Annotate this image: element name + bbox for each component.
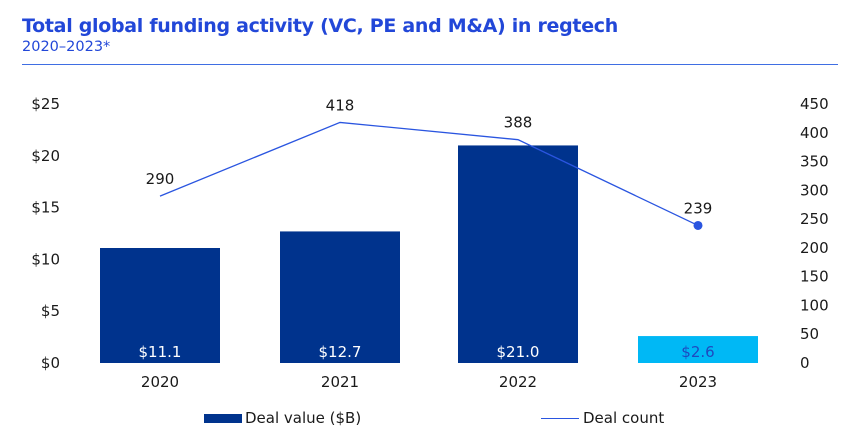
deal-count-label: 239 [684, 199, 713, 217]
bar-2022 [458, 145, 578, 363]
deal-count-line [159, 121, 699, 227]
title-divider [22, 64, 838, 65]
right-tick-label: 150 [800, 268, 829, 286]
bar-value-label: $11.1 [139, 343, 182, 361]
x-tick-label: 2021 [321, 373, 359, 391]
x-tick-label: 2023 [679, 373, 717, 391]
bar-series: $11.1 $12.7 $21.0 $2.6 [100, 145, 758, 363]
bar-value-label: $21.0 [497, 343, 540, 361]
deal-count-label: 418 [326, 96, 355, 114]
legend-label-deal-count: Deal count [583, 409, 665, 427]
chart-title: Total global funding activity (VC, PE an… [22, 15, 618, 37]
x-tick-label: 2020 [141, 373, 179, 391]
bar-value-label: $2.6 [681, 343, 714, 361]
deal-count-label: 290 [146, 170, 175, 188]
right-tick-label: 200 [800, 239, 829, 257]
x-tick-label: 2022 [499, 373, 537, 391]
bar-2020 [100, 248, 220, 363]
line-series: 290 418 388 239 [146, 96, 713, 230]
left-axis: $0 $5 $10 $15 $20 $25 [31, 95, 60, 372]
left-tick-label: $10 [31, 250, 60, 268]
bar-2021 [280, 231, 400, 363]
deal-count-end-marker [693, 220, 703, 230]
left-tick-label: $15 [31, 199, 60, 217]
right-tick-label: 300 [800, 181, 829, 199]
right-tick-label: 350 [800, 153, 829, 171]
legend-item-deal-count: Deal count [541, 409, 664, 427]
legend-swatch-bar [204, 413, 242, 423]
left-tick-label: $5 [41, 302, 60, 320]
left-tick-label: $20 [31, 147, 60, 165]
right-tick-label: 0 [800, 354, 810, 372]
bar-value-label: $12.7 [319, 343, 362, 361]
legend-item-deal-value: Deal value ($B) [204, 409, 361, 427]
left-tick-label: $0 [41, 354, 60, 372]
bar-2023 [638, 336, 758, 363]
right-tick-label: 450 [800, 95, 829, 113]
left-tick-label: $25 [31, 95, 60, 113]
right-tick-label: 100 [800, 296, 829, 314]
right-tick-label: 250 [800, 210, 829, 228]
deal-count-label: 388 [504, 114, 533, 132]
right-tick-label: 50 [800, 325, 819, 343]
chart-subtitle: 2020–2023* [22, 39, 111, 55]
legend-swatch-line [541, 417, 579, 419]
right-axis: 0 50 100 150 200 250 300 350 400 450 [800, 95, 829, 372]
legend-label-deal-value: Deal value ($B) [245, 409, 362, 427]
x-axis: 2020 2021 2022 2023 [141, 373, 717, 391]
right-tick-label: 400 [800, 124, 829, 142]
